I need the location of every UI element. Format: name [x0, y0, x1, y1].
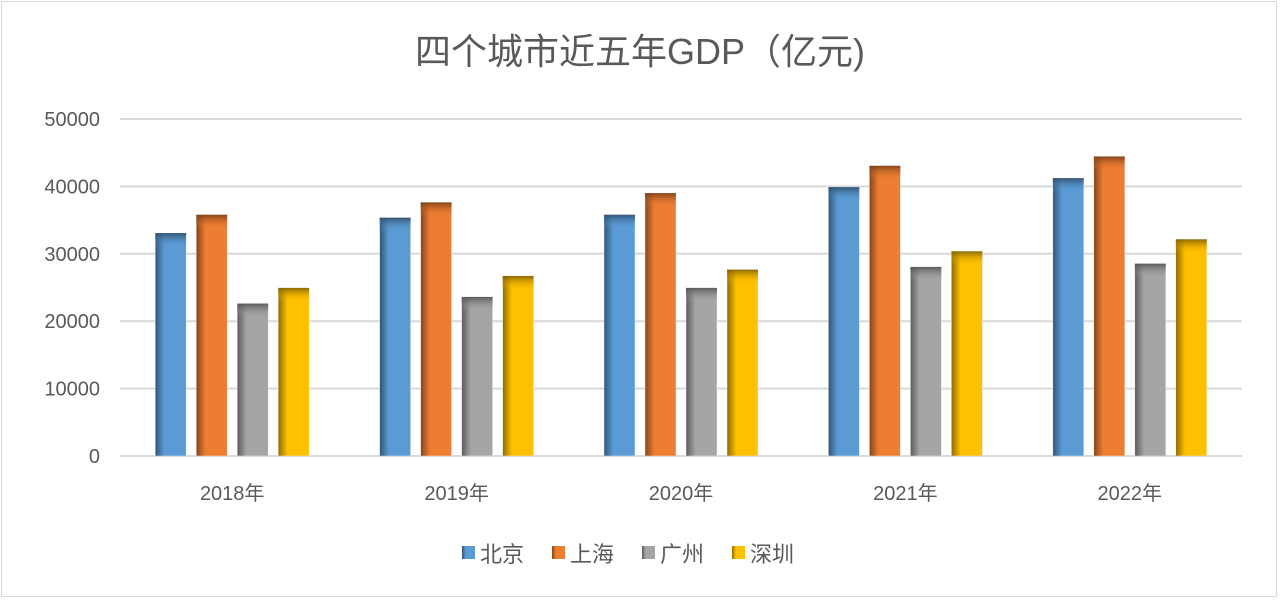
bar	[910, 266, 942, 457]
chart-title: 四个城市近五年GDP（亿元)	[415, 31, 865, 72]
x-tick-label: 2021年	[873, 482, 938, 505]
bar	[951, 251, 983, 457]
legend-swatch	[732, 546, 745, 559]
bar	[685, 287, 718, 457]
x-tick-label: 2019年	[424, 482, 489, 505]
x-tick-label: 2022年	[1098, 482, 1163, 505]
bar	[379, 217, 411, 457]
legend-swatch	[642, 546, 655, 559]
y-tick-label: 0	[89, 446, 100, 468]
legend-swatch	[552, 546, 565, 559]
bar	[420, 202, 452, 457]
y-tick-label: 20000	[44, 311, 100, 333]
bar	[603, 214, 636, 457]
bar	[236, 303, 269, 457]
bar	[1134, 263, 1167, 457]
legend-label: 北京	[480, 542, 524, 567]
legend-label: 上海	[570, 542, 614, 567]
y-tick-label: 10000	[44, 379, 100, 401]
legend-item: 广州	[642, 542, 704, 567]
y-tick-label: 30000	[44, 244, 100, 266]
bar	[461, 296, 493, 457]
legend-swatch	[462, 546, 475, 559]
x-tick-label: 2020年	[649, 482, 714, 505]
bar	[869, 165, 901, 457]
bar	[1052, 177, 1085, 457]
legend-item: 深圳	[732, 542, 794, 567]
bar	[195, 214, 228, 457]
bar	[1093, 156, 1126, 457]
bar	[154, 232, 187, 457]
legend-label: 深圳	[750, 542, 794, 567]
y-tick-label: 40000	[44, 176, 100, 198]
bar	[726, 269, 759, 457]
bar	[644, 192, 677, 457]
bar	[828, 186, 860, 457]
legend-item: 上海	[552, 542, 614, 567]
x-tick-label: 2018年	[200, 482, 265, 505]
y-tick-label: 50000	[44, 109, 100, 131]
legend-label: 广州	[660, 542, 704, 567]
bar	[502, 275, 534, 457]
bar	[277, 287, 310, 457]
bar	[1175, 239, 1208, 457]
legend-item: 北京	[462, 542, 524, 567]
